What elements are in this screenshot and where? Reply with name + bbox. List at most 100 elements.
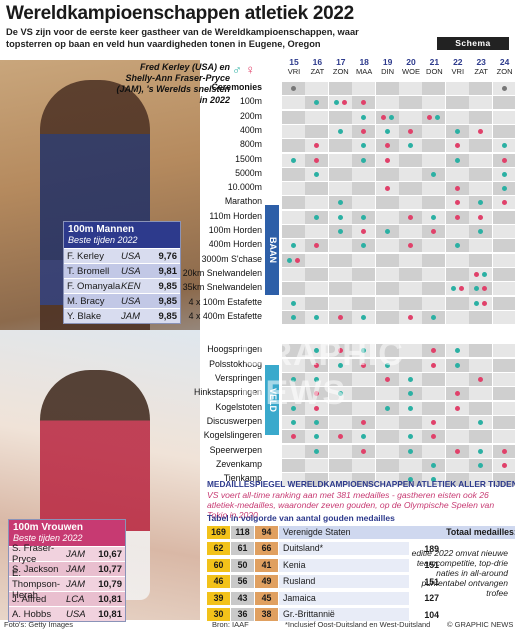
schedule-cell bbox=[422, 139, 446, 153]
female-event-dot bbox=[314, 157, 320, 163]
female-icon: ♀ bbox=[245, 62, 256, 77]
schedule-cell bbox=[399, 267, 422, 281]
athlete-name: F. Omanyala bbox=[67, 280, 121, 292]
event-label: Verspringen bbox=[215, 373, 262, 383]
schedule-cell bbox=[492, 344, 515, 358]
athlete-name: J. Alfred bbox=[12, 593, 47, 605]
bronze-count: 49 bbox=[255, 575, 278, 588]
total-medals: 127 bbox=[424, 593, 439, 603]
male-event-dot bbox=[361, 214, 367, 220]
female-event-dot bbox=[454, 186, 460, 192]
schedule-cell bbox=[469, 239, 493, 253]
schedule-cell bbox=[282, 196, 305, 210]
schedule-cell bbox=[492, 373, 515, 386]
total-medals: 151 bbox=[424, 576, 439, 587]
schedule-cell bbox=[399, 282, 422, 296]
female-event-dot bbox=[341, 100, 347, 106]
schedule-cell bbox=[328, 253, 352, 267]
schedule-cell bbox=[282, 473, 305, 487]
schedule-cell bbox=[375, 239, 399, 253]
schedule-cell bbox=[422, 253, 446, 267]
schedule-cell bbox=[399, 167, 422, 181]
schedule-cell bbox=[422, 110, 446, 124]
schedule-cell bbox=[469, 358, 493, 372]
schedule-cell bbox=[422, 282, 446, 296]
table-row: S. Fraser-Pryce JAM 10,67 bbox=[9, 543, 125, 565]
day-number: 23 bbox=[476, 57, 486, 67]
male-event-dot bbox=[314, 419, 320, 425]
schedule-cell bbox=[445, 225, 469, 238]
schedule-cell bbox=[305, 82, 329, 95]
schedule-cell bbox=[352, 267, 376, 281]
male-event-dot bbox=[314, 377, 320, 382]
schedule-cell bbox=[328, 167, 352, 181]
schedule-cell bbox=[422, 196, 446, 210]
male-event-dot bbox=[408, 477, 413, 483]
female-event-dot bbox=[408, 314, 413, 320]
male-event-dot bbox=[291, 377, 296, 382]
day-weekday: DIN bbox=[381, 67, 395, 76]
female-event-dot bbox=[361, 419, 367, 425]
male-event-dot bbox=[384, 229, 390, 234]
male-event-dot bbox=[454, 348, 460, 354]
female-event-dot bbox=[431, 229, 437, 234]
female-event-dot bbox=[431, 419, 437, 425]
schedule-cell bbox=[399, 182, 422, 196]
male-event-dot bbox=[431, 171, 437, 177]
men-100m-table: 100m Mannen Beste tijden 2022 F. Kerley U… bbox=[63, 221, 181, 324]
schedule-cell bbox=[469, 110, 493, 124]
female-event-dot bbox=[314, 143, 320, 149]
schema-badge: Schema bbox=[437, 37, 509, 50]
male-event-dot bbox=[361, 143, 367, 149]
female-event-dot bbox=[458, 286, 464, 292]
male-event-dot bbox=[478, 229, 484, 234]
day-weekday: ZON bbox=[496, 67, 513, 76]
schedule-cell bbox=[399, 253, 422, 267]
schedule-cell bbox=[492, 282, 515, 296]
schedule-cell bbox=[375, 344, 399, 358]
schedule-cell bbox=[352, 473, 376, 487]
country-name: Duitsland* bbox=[279, 542, 409, 555]
event-label: Discuswerpen bbox=[206, 415, 262, 426]
female-event-dot bbox=[408, 214, 413, 220]
female-event-dot bbox=[314, 243, 320, 249]
female-event-dot bbox=[431, 434, 437, 440]
total-medals: 189 bbox=[424, 543, 439, 554]
event-label: 10.000m bbox=[227, 182, 262, 193]
day-header: 17 ZON bbox=[329, 58, 353, 77]
male-event-dot bbox=[384, 405, 390, 411]
event-label: 100m bbox=[239, 96, 262, 107]
schedule-cell bbox=[492, 387, 515, 401]
male-event-dot bbox=[454, 362, 460, 368]
schedule-cell bbox=[469, 139, 493, 153]
schedule-cell bbox=[492, 296, 515, 310]
table-row: M. Bracy USA 9,85 bbox=[64, 293, 180, 308]
schedule-cell bbox=[399, 415, 422, 429]
day-weekday: VRI bbox=[287, 67, 301, 76]
schedule-cell bbox=[282, 110, 305, 124]
female-event-dot bbox=[384, 186, 390, 192]
athlete-time: 10,81 bbox=[98, 593, 122, 605]
female-event-dot bbox=[501, 462, 507, 468]
male-icon: ♂ bbox=[232, 62, 242, 77]
athlete-time: 10,81 bbox=[98, 608, 122, 620]
male-event-dot bbox=[291, 300, 296, 306]
schedule-cell bbox=[469, 267, 493, 281]
table-row: J. Alfred LCA 10,81 bbox=[9, 591, 125, 606]
day-number: 24 bbox=[499, 57, 510, 67]
schedule-cell bbox=[492, 253, 515, 267]
schedule-cell bbox=[328, 373, 352, 386]
schedule-cell bbox=[328, 296, 352, 310]
schedule-cell bbox=[422, 401, 446, 415]
schedule-cell bbox=[305, 124, 329, 138]
schedule-cell bbox=[282, 96, 305, 110]
silver-count: 118 bbox=[231, 525, 254, 539]
table-row: E. Thompson-Herah JAM 10,79 bbox=[9, 568, 125, 601]
country-name: Rusland bbox=[279, 575, 409, 588]
ceremony-dot bbox=[291, 86, 296, 91]
schedule-cell bbox=[469, 310, 493, 324]
day-header: 22 VRI bbox=[446, 58, 470, 77]
schedule-cell bbox=[422, 96, 446, 110]
table-row: A. Hobbs USA 10,81 bbox=[9, 606, 125, 621]
schedule-cell bbox=[445, 253, 469, 267]
